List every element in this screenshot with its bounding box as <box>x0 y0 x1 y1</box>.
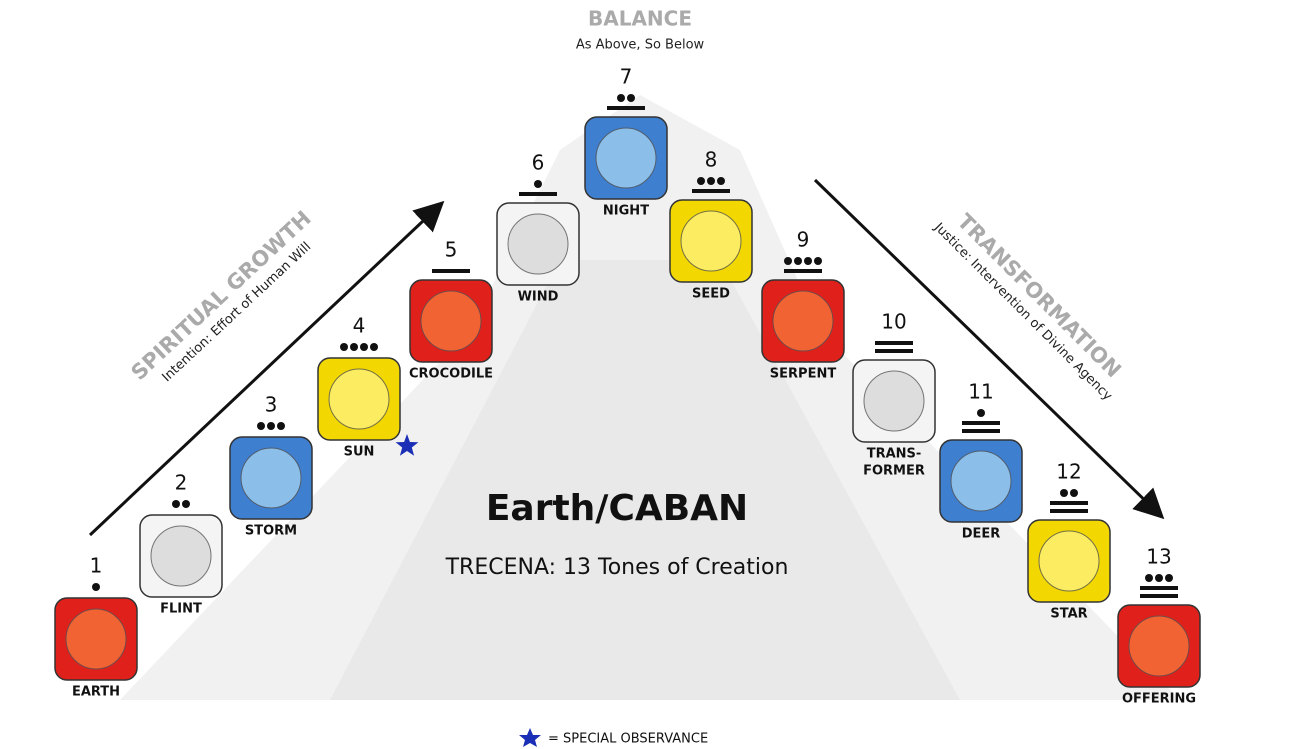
numeral-dot <box>534 180 542 188</box>
node-label: FORMER <box>863 464 925 479</box>
numeral-bar <box>875 341 913 345</box>
numeral-dot <box>172 500 180 508</box>
node-label: STAR <box>1050 607 1087 622</box>
numeral-bar <box>962 421 1000 425</box>
numeral-dot <box>804 257 812 265</box>
numeral-bar <box>1140 594 1178 598</box>
node-label: EARTH <box>72 685 120 700</box>
numeral-dot <box>1155 574 1163 582</box>
node-label: SEED <box>692 287 730 302</box>
node-number: 6 <box>532 151 545 175</box>
node-number: 9 <box>797 228 810 252</box>
numeral-dot <box>1070 489 1078 497</box>
numeral-bar <box>784 269 822 273</box>
glyph-face <box>1129 616 1189 676</box>
node-label: SUN <box>344 445 375 460</box>
node-number: 10 <box>881 310 906 334</box>
numeral-bar <box>432 269 470 273</box>
node-label: NIGHT <box>603 204 649 219</box>
numeral-dot <box>267 422 275 430</box>
glyph-face <box>151 526 211 586</box>
node-label: STORM <box>245 524 297 539</box>
left-arc-title: SPIRITUAL GROWTH <box>127 206 316 385</box>
numeral-dot <box>1145 574 1153 582</box>
numeral-dot <box>350 343 358 351</box>
header-subtitle: As Above, So Below <box>576 38 705 53</box>
numeral-dot <box>182 500 190 508</box>
right-arc: TRANSFORMATION Justice: Intervention of … <box>930 200 1134 404</box>
glyph-face <box>864 371 924 431</box>
glyph-face <box>951 451 1011 511</box>
numeral-dot <box>1060 489 1068 497</box>
glyph-face <box>508 214 568 274</box>
node-label: OFFERING <box>1122 692 1196 707</box>
node-label: CROCODILE <box>409 367 493 382</box>
right-arc-title: TRANSFORMATION <box>953 209 1126 382</box>
numeral-dot <box>257 422 265 430</box>
node-label: FLINT <box>160 602 202 617</box>
legend-label: = SPECIAL OBSERVANCE <box>548 732 708 747</box>
glyph-face <box>681 211 741 271</box>
node-number: 1 <box>90 554 103 578</box>
center-title: Earth/CABAN <box>486 488 748 529</box>
glyph-face <box>773 291 833 351</box>
center-subtitle: TRECENA: 13 Tones of Creation <box>445 555 789 580</box>
node-label: DEER <box>962 527 1001 542</box>
numeral-bar <box>875 349 913 353</box>
numeral-bar <box>962 429 1000 433</box>
numeral-bar <box>692 189 730 193</box>
node-number: 8 <box>705 148 718 172</box>
glyph-face <box>421 291 481 351</box>
legend-star <box>519 728 541 747</box>
numeral-bar <box>1050 501 1088 505</box>
node-number: 12 <box>1056 460 1081 484</box>
numeral-dot <box>340 343 348 351</box>
left-arc-subtitle: Intention: Effort of Human Will <box>159 239 314 385</box>
node-label: WIND <box>518 290 559 305</box>
numeral-bar <box>1050 509 1088 513</box>
numeral-dot <box>360 343 368 351</box>
numeral-dot <box>707 177 715 185</box>
numeral-dot <box>1165 574 1173 582</box>
numeral-dot <box>784 257 792 265</box>
right-arc-subtitle: Justice: Intervention of Divine Agency <box>930 219 1115 404</box>
numeral-dot <box>627 94 635 102</box>
numeral-bar <box>607 106 645 110</box>
glyph-face <box>66 609 126 669</box>
glyph-face <box>241 448 301 508</box>
numeral-bar <box>519 192 557 196</box>
node-number: 5 <box>445 238 458 262</box>
header-title: BALANCE <box>588 7 692 31</box>
node-label: SERPENT <box>770 367 837 382</box>
numeral-bar <box>1140 586 1178 590</box>
glyph-face <box>329 369 389 429</box>
node-number: 4 <box>353 314 366 338</box>
numeral-dot <box>617 94 625 102</box>
numeral-dot <box>717 177 725 185</box>
node-number: 2 <box>175 471 188 495</box>
node-number: 13 <box>1146 545 1171 569</box>
numeral-dot <box>697 177 705 185</box>
glyph-face <box>1039 531 1099 591</box>
node-number: 3 <box>265 393 278 417</box>
node-number: 7 <box>620 65 633 89</box>
glyph-face <box>596 128 656 188</box>
node-label: TRANS- <box>867 447 922 462</box>
numeral-dot <box>370 343 378 351</box>
numeral-dot <box>92 583 100 591</box>
numeral-dot <box>977 409 985 417</box>
numeral-dot <box>814 257 822 265</box>
left-arc: SPIRITUAL GROWTH Intention: Effort of Hu… <box>127 206 329 398</box>
node-number: 11 <box>968 380 993 404</box>
numeral-dot <box>277 422 285 430</box>
diagram: BALANCE As Above, So Below SPIRITUAL GRO… <box>0 0 1289 749</box>
numeral-dot <box>794 257 802 265</box>
